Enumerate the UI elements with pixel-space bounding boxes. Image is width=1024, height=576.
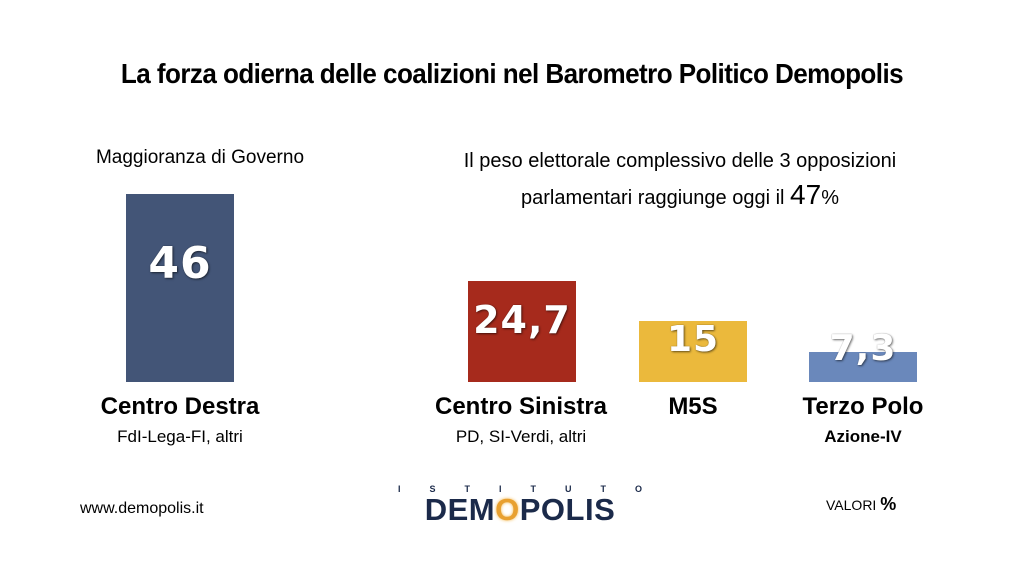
category-subtitle: FdI-Lega-FI, altri [117,427,243,446]
bar-m5s [639,321,747,382]
chart-title: La forza odierna delle coalizioni nel Ba… [120,58,904,89]
right-caption-line2: parlamentari raggiunge oggi il 47% [380,178,980,215]
right-caption-line1: Il peso elettorale complessivo delle 3 o… [463,150,897,172]
bar-centro-destra [126,194,234,382]
logo-letter: I [398,484,401,494]
logo-letter: T [600,484,606,494]
bar-value-label: 24,7 [473,298,571,343]
demopolis-logo: I S T I T U T O DEMOPOLIS [398,484,642,534]
values-unit: % [880,494,897,514]
logo-letter: I [498,484,502,494]
bar-value-label: 15 [666,319,720,361]
bar-value-label: 46 [148,237,212,289]
values-note: VALORI % [826,494,896,515]
right-caption-unit: % [821,187,839,209]
category-label: M5S [668,393,718,420]
right-caption: Il peso elettorale complessivo delle 3 o… [380,145,980,215]
logo-letter: O [634,484,642,494]
logo-letter: T [530,484,536,494]
category-label: Centro Destra [100,393,260,420]
bar-centro-sinistra [468,281,576,382]
logo-letter: T [464,484,471,494]
bar-value-label: 7,3 [829,328,897,369]
category-subtitle: Azione-IV [824,427,902,446]
right-caption-value: 47 [790,179,822,210]
left-caption: Maggioranza di Governo [95,147,305,168]
category-subtitle: PD, SI-Verdi, altri [455,427,587,446]
logo-demopolis-text: DEMOPOLIS [424,492,616,527]
values-label: VALORI [826,497,877,513]
category-label: Terzo Polo [802,393,924,420]
category-label: Centro Sinistra [434,393,608,420]
website-link[interactable]: www.demopolis.it [80,500,204,517]
right-caption-prefix: parlamentari raggiunge oggi il [520,187,791,209]
bar-terzo-polo [809,352,917,382]
logo-letter: S [429,484,436,494]
logo-letter: U [564,484,572,494]
